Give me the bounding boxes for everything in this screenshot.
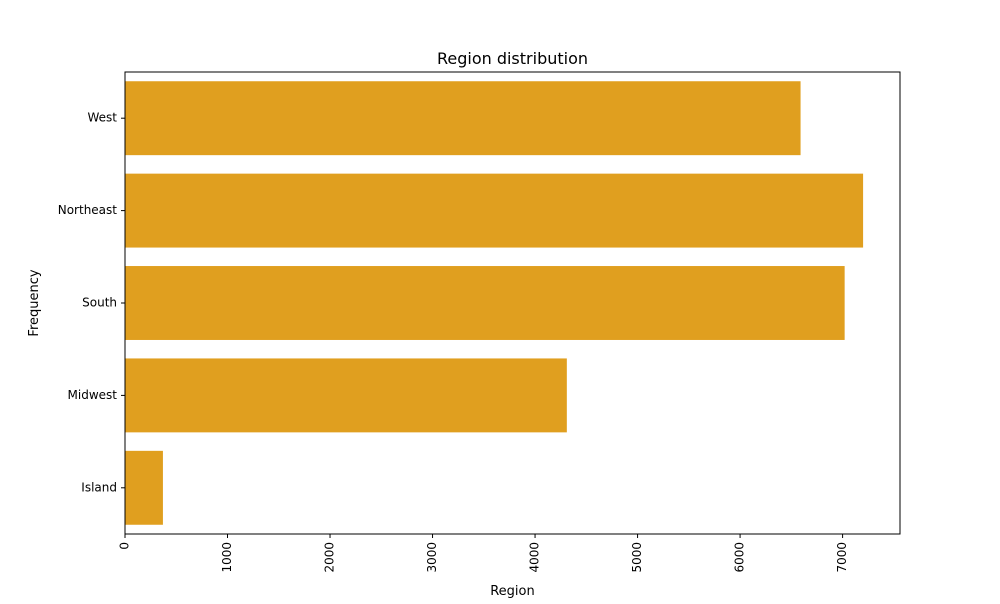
y-axis: West Northeast South Midwest Island (58, 111, 125, 494)
x-axis-label: Region (490, 584, 535, 599)
bar-northeast (125, 173, 864, 248)
x-tick-label: 1000 (220, 542, 234, 573)
y-tick-label: Island (81, 480, 117, 494)
bar-west (125, 81, 801, 156)
y-tick-label: West (87, 111, 117, 125)
y-tick-label: Northeast (58, 203, 118, 217)
x-tick-label: 0 (118, 542, 132, 550)
bar-midwest (125, 358, 567, 433)
x-tick-label: 7000 (835, 542, 849, 573)
x-tick-label: 5000 (630, 542, 644, 573)
bar-south (125, 266, 845, 340)
y-axis-label: Frequency (27, 269, 42, 336)
x-tick-label: 3000 (425, 542, 439, 573)
x-tick-label: 2000 (323, 542, 337, 573)
bars-group (125, 81, 864, 525)
bar-island (125, 450, 163, 525)
chart-title: Region distribution (437, 49, 588, 68)
x-tick-label: 4000 (528, 542, 542, 573)
y-tick-label: Midwest (68, 388, 118, 402)
x-axis: 0 1000 2000 3000 4000 5000 6000 7000 (118, 534, 849, 573)
y-tick-label: South (82, 296, 117, 310)
x-tick-label: 6000 (733, 542, 747, 573)
